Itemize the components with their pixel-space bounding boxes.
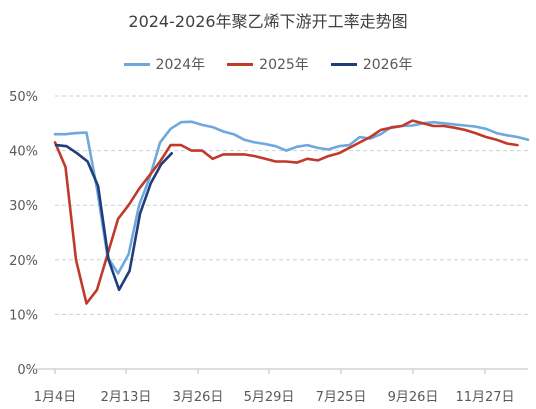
y-tick-label: 40% [9,145,38,160]
y-tick-label: 30% [9,199,38,214]
chart-legend: 2024年 2025年 2026年 [0,54,536,74]
x-tick-label: 5月29日 [244,390,295,405]
y-tick-label: 0% [17,363,38,378]
legend-label-2026: 2026年 [362,57,413,73]
x-tick-label: 7月25日 [316,390,367,405]
legend-swatch-2026 [330,62,357,66]
x-tick-label: 2月13日 [101,390,152,405]
y-tick-label: 50% [9,90,38,105]
series-line-2025年 [53,119,519,305]
series-line-2026年 [54,143,173,292]
x-tick-label: 3月26日 [173,390,224,405]
legend-item-2026[interactable]: 2026年 [330,54,413,74]
x-tick-label: 11月27日 [455,390,514,405]
legend-label-2025: 2025年 [259,57,309,73]
legend-item-2025[interactable]: 2025年 [227,54,309,74]
x-tick-label: 9月26日 [388,390,439,405]
legend-swatch-2024 [123,62,150,66]
legend-item-2024[interactable]: 2024年 [123,54,206,74]
y-tick-label: 20% [9,254,38,269]
chart-title: 2024-2026年聚乙烯下游开工率走势图 [128,12,408,31]
y-tick-label: 10% [9,308,38,323]
legend-swatch-2025 [227,62,254,66]
x-tick-label: 1月4日 [34,390,77,405]
series-line-2024年 [53,120,530,275]
legend-label-2024: 2024年 [155,57,206,73]
